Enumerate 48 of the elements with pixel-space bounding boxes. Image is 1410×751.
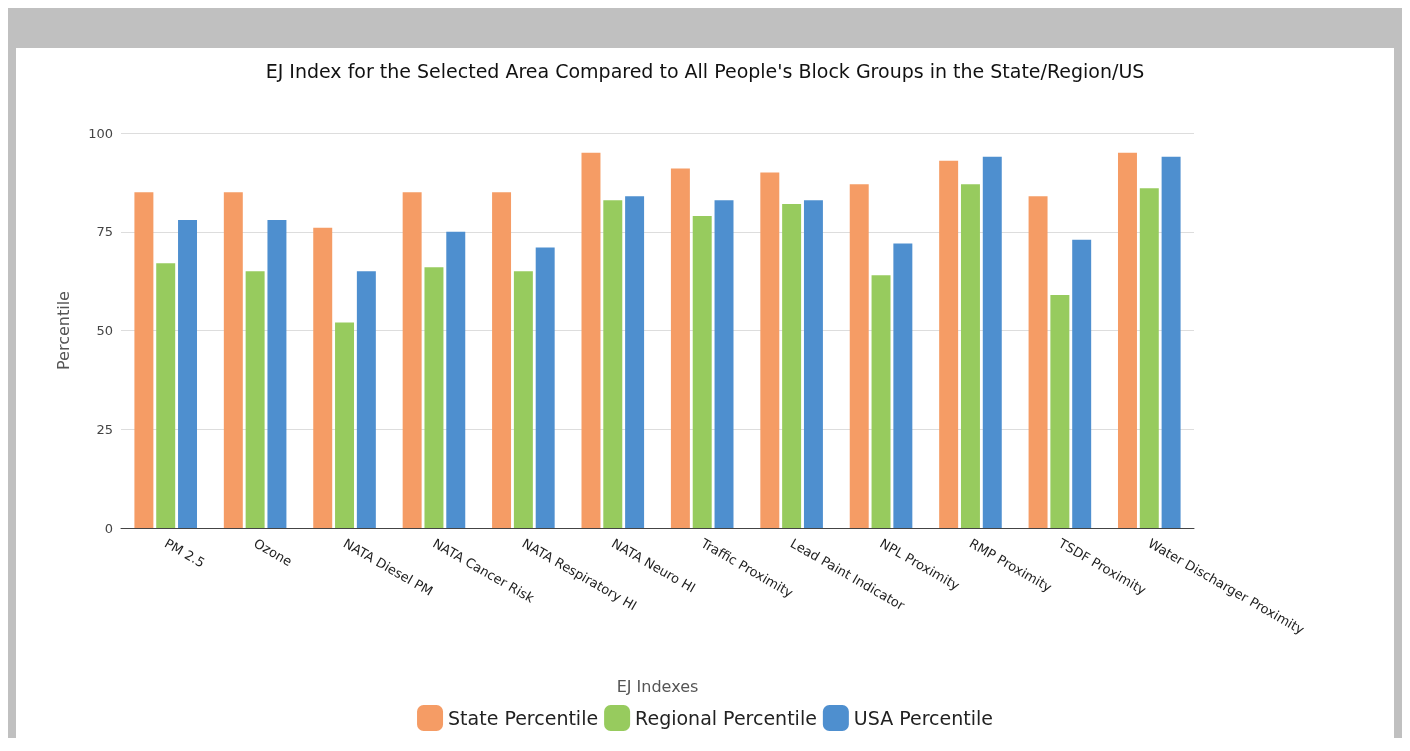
bar — [871, 275, 891, 528]
bar — [1028, 196, 1048, 528]
bar — [223, 192, 243, 528]
bar — [446, 231, 466, 528]
bar — [960, 184, 980, 528]
y-axis-title: Percentile — [53, 291, 73, 370]
y-tick-label: 75 — [96, 224, 113, 240]
bar — [1118, 152, 1137, 528]
legend-label: Regional Percentile — [635, 707, 817, 729]
bar — [1050, 294, 1070, 528]
y-tick-label: 0 — [104, 520, 113, 536]
bar — [782, 204, 802, 528]
bar — [156, 263, 176, 528]
chart-title: EJ Index for the Selected Area Compared to All People's Block Groups in the State/Region/US — [265, 59, 1145, 82]
legend-label: State Percentile — [448, 707, 599, 729]
bar — [1161, 156, 1181, 528]
bar — [893, 243, 913, 528]
y-tick-label: 100 — [88, 125, 113, 141]
bar — [625, 196, 645, 528]
bar — [982, 156, 1002, 528]
x-tick-label: PM 2.5 — [161, 535, 208, 571]
bar — [849, 184, 869, 528]
bar — [313, 227, 333, 528]
bar — [492, 192, 512, 528]
bar — [939, 160, 959, 528]
bar — [424, 267, 444, 528]
bar — [581, 152, 601, 528]
bar — [692, 215, 712, 528]
bar — [178, 219, 197, 528]
legend-label: USA Percentile — [853, 707, 993, 729]
bar — [267, 219, 287, 528]
bar — [513, 271, 533, 528]
bar — [803, 200, 823, 528]
x-axis-title: EJ Indexes — [616, 676, 699, 696]
bar — [1072, 239, 1092, 528]
bar — [245, 271, 265, 528]
bar — [714, 200, 734, 528]
bar — [134, 192, 154, 528]
bar — [670, 168, 690, 528]
bar — [535, 247, 555, 528]
bar — [603, 200, 623, 528]
bar — [335, 322, 355, 528]
bar — [1139, 188, 1159, 528]
bar — [760, 172, 780, 528]
y-tick-label: 50 — [96, 323, 113, 338]
bar — [402, 192, 422, 528]
bar — [356, 271, 376, 528]
y-tick-label: 25 — [96, 421, 113, 437]
